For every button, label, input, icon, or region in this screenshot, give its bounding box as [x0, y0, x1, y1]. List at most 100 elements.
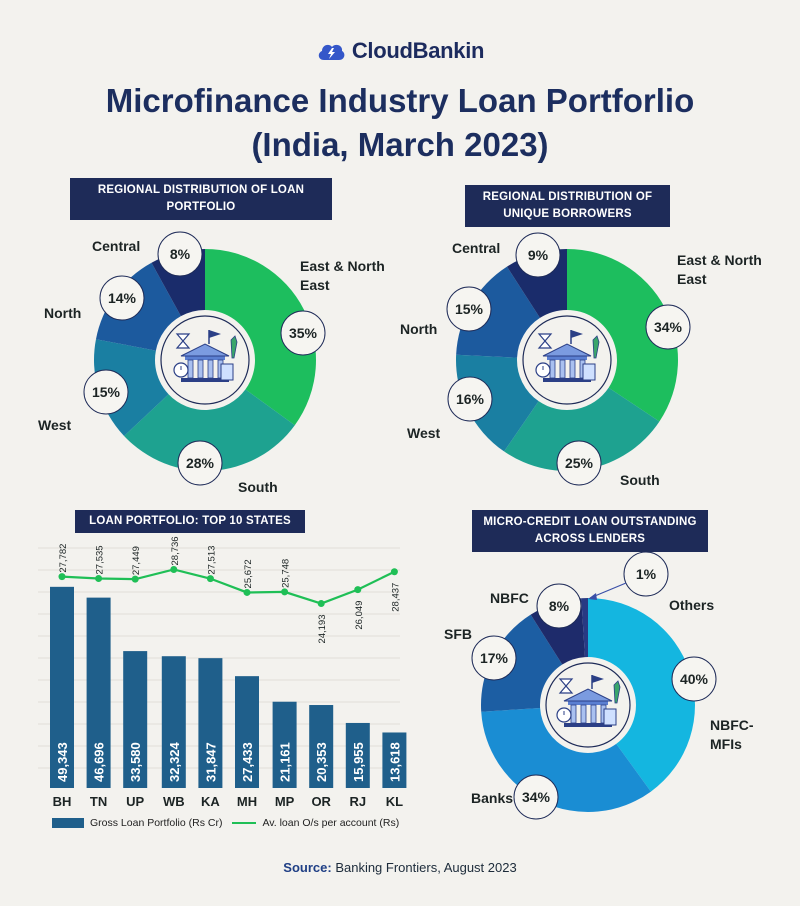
legend-bar-swatch	[52, 818, 84, 828]
bar-value-TN: 46,696	[92, 742, 107, 782]
page-subtitle: (India, March 2023)	[251, 126, 549, 163]
bar-MH	[235, 676, 259, 788]
pct-bubble-north: 15%	[446, 286, 492, 332]
bar-BH	[50, 586, 74, 788]
label-others: Others	[669, 597, 715, 613]
label-east-2: East & North East	[677, 252, 762, 287]
source-note: Source: Banking Frontiers, August 2023	[0, 860, 800, 875]
pct-label-central: 8%	[170, 246, 191, 262]
label-sfb: SFB	[444, 626, 472, 642]
slice-others	[581, 598, 588, 658]
cloud-bolt-icon	[318, 44, 345, 60]
line-point-BH	[58, 573, 66, 581]
bar-UP	[123, 651, 148, 788]
pct-label-west: 16%	[456, 391, 485, 407]
bar-value-WB: 32,324	[167, 741, 182, 782]
chart3-title: LOAN PORTFOLIO: TOP 10 STATES	[75, 510, 305, 533]
chart2-title: REGIONAL DISTRIBUTION OF UNIQUE BORROWER…	[465, 185, 670, 227]
line-point-UP	[131, 575, 139, 583]
avg-loan-line	[61, 568, 395, 605]
source-label: Source:	[283, 860, 332, 875]
line-point-RJ	[354, 586, 362, 594]
pct-label-others: 1%	[636, 566, 657, 582]
brand-logo: CloudBankin	[0, 38, 800, 68]
line-value-RJ: 26,049	[354, 601, 365, 630]
label-west-2: West	[407, 425, 441, 441]
donut2-bank-icon	[535, 330, 600, 382]
pct-label-east: 34%	[654, 319, 683, 335]
pct-bubble-sfb: 17%	[471, 635, 517, 681]
line-value-KA: 27,513	[206, 546, 217, 575]
category-OR: OR	[311, 794, 331, 809]
label-central-1: Central	[92, 238, 141, 254]
bar-value-UP: 33,580	[128, 742, 143, 782]
legend-line-label: Av. loan O/s per account (Rs)	[262, 817, 400, 829]
bar-RJ	[345, 722, 370, 788]
bar-MP	[272, 701, 297, 788]
pct-bubble-north: 14%	[99, 275, 145, 321]
line-value-KL: 28,437	[390, 583, 401, 612]
label-west-1: West	[38, 417, 72, 433]
legend-bar-label: Gross Loan Portfolio (Rs Cr)	[90, 817, 223, 829]
slice-south	[124, 389, 295, 472]
bar-WB	[161, 656, 186, 788]
line-value-BH: 27,782	[58, 544, 69, 573]
line-point-KL	[390, 568, 398, 576]
pct-bubble-nbfc: 8%	[536, 583, 582, 629]
brand-name: CloudBankin	[351, 38, 485, 63]
line-point-MP	[281, 588, 289, 596]
line-point-KA	[206, 575, 214, 583]
pct-bubble-west: 15%	[83, 369, 129, 415]
chart4-title: MICRO-CREDIT LOAN OUTSTANDING ACROSS LEN…	[472, 510, 708, 552]
label-north-1: North	[44, 305, 82, 321]
category-MH: MH	[237, 794, 257, 809]
bar-OR	[309, 705, 334, 788]
slice-sfb	[481, 614, 563, 712]
pct-bubble-south: 25%	[556, 440, 602, 486]
bar-line-chart: 49,343 BH 46,696 TN 33,580 UP 32,324 WB 31,847 KA…	[38, 536, 407, 809]
category-BH: BH	[53, 794, 72, 809]
slice-east	[567, 249, 679, 422]
label-south-2: South	[620, 472, 660, 488]
category-KA: KA	[201, 794, 220, 809]
line-point-TN	[95, 574, 103, 582]
source-text: Banking Frontiers, August 2023	[335, 860, 517, 875]
label-banks: Banks	[471, 790, 514, 806]
donut1-bank-icon	[173, 330, 238, 382]
slice-south	[504, 387, 660, 472]
pct-bubble-south: 28%	[177, 440, 223, 486]
category-WB: WB	[163, 794, 185, 809]
bar-value-MP: 21,161	[278, 742, 293, 782]
category-RJ: RJ	[349, 794, 366, 809]
label-south-1: South	[238, 479, 278, 495]
pct-bubble-nbfc-mfis: 40%	[671, 656, 717, 702]
pct-bubble-others: 1%	[623, 551, 669, 597]
slice-east	[205, 249, 317, 426]
category-KL: KL	[386, 794, 403, 809]
donut-loan-portfolio: 35% 28% 15% 14% 8%	[83, 231, 326, 486]
pct-bubble-banks: 34%	[513, 774, 559, 820]
page-title: Microfinance Industry Loan Portforlio	[105, 82, 695, 119]
line-value-UP: 27,449	[131, 546, 142, 575]
donut-lenders: 40% 34% 17% 8% 1%	[471, 551, 717, 820]
pct-label-west: 15%	[92, 384, 121, 400]
line-point-WB	[170, 565, 178, 573]
donut4-bank-icon	[556, 675, 621, 727]
bar-value-BH: 49,343	[55, 742, 70, 782]
line-point-MH	[243, 588, 251, 596]
slice-north	[456, 266, 540, 358]
line-value-WB: 28,736	[170, 536, 181, 565]
bar-KA	[198, 658, 223, 788]
label-central-2: Central	[452, 240, 501, 256]
bar-value-KL: 13,618	[387, 742, 402, 782]
pct-bubble-central: 8%	[157, 231, 203, 277]
bar-value-MH: 27,433	[240, 742, 255, 782]
line-value-OR: 24,193	[317, 614, 328, 643]
label-nbfc-mfis: NBFC-MFIs	[710, 717, 754, 752]
bar-value-KA: 31,847	[203, 742, 218, 782]
pct-bubble-east: 35%	[280, 310, 326, 356]
line-value-MP: 25,748	[281, 559, 292, 588]
label-north-2: North	[400, 321, 438, 337]
line-value-TN: 27,535	[95, 545, 106, 574]
